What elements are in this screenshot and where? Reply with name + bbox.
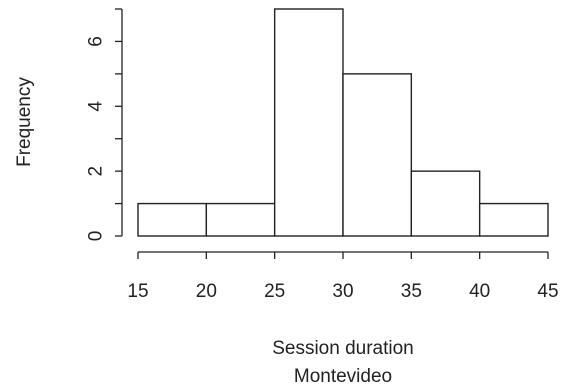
y-axis-title: Frequency bbox=[14, 77, 35, 167]
y-tick-label: 4 bbox=[86, 101, 107, 112]
x-tick-label: 15 bbox=[127, 281, 148, 302]
y-tick-label: 2 bbox=[86, 166, 107, 177]
histogram-bar-30-35 bbox=[342, 73, 413, 237]
bars-group bbox=[137, 8, 549, 237]
histogram-bar-35-40 bbox=[410, 170, 481, 237]
y-ticks-group: 0 2 4 6 bbox=[86, 8, 122, 242]
chart-subtitle: Montevideo bbox=[294, 366, 392, 387]
x-tick-label: 30 bbox=[332, 281, 353, 302]
histogram-bar-25-30 bbox=[273, 8, 344, 237]
y-tick-label: 6 bbox=[86, 36, 107, 47]
x-tick-label: 40 bbox=[469, 281, 490, 302]
x-tick-label: 45 bbox=[537, 281, 558, 302]
histogram-bar-15-20 bbox=[137, 202, 208, 237]
x-tick-label: 35 bbox=[401, 281, 422, 302]
x-axis-title: Session duration bbox=[272, 338, 414, 359]
histogram-bar-40-45 bbox=[478, 202, 549, 237]
x-tick-label: 20 bbox=[196, 281, 217, 302]
x-tick-label: 25 bbox=[264, 281, 285, 302]
y-tick-label: 0 bbox=[86, 231, 107, 242]
x-ticks-group: 15 20 25 30 35 40 45 bbox=[127, 252, 559, 302]
histogram-bar-20-25 bbox=[205, 202, 276, 237]
